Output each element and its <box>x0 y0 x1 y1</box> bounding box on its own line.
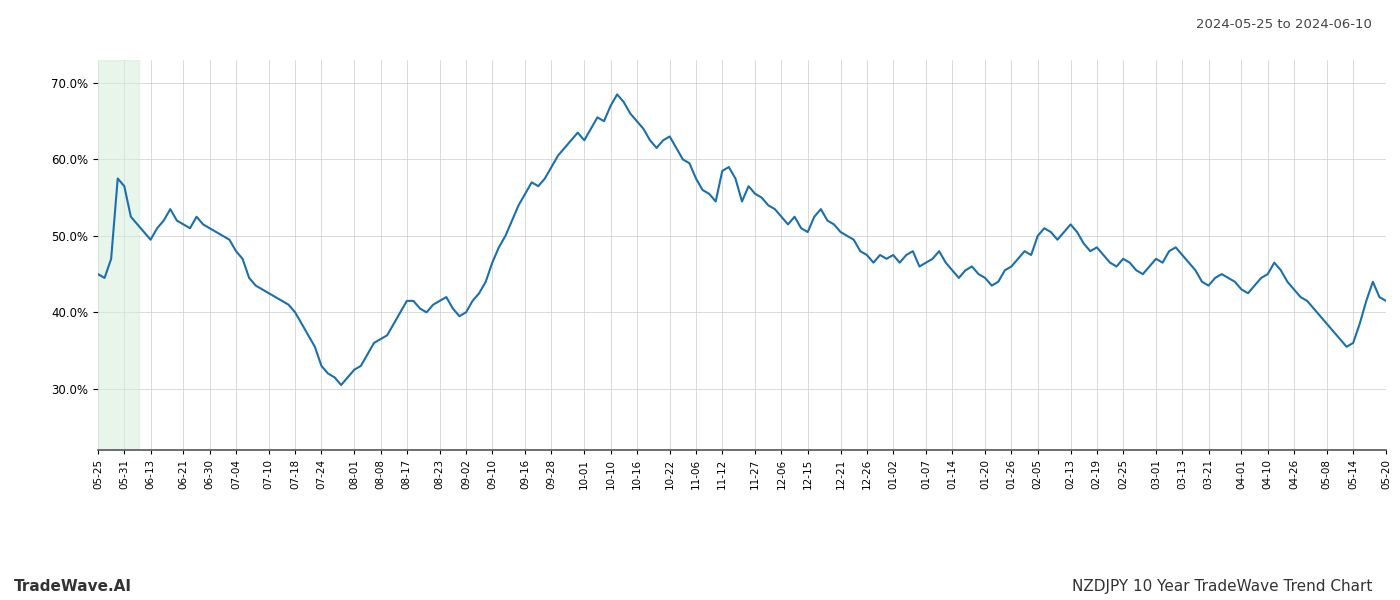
Text: NZDJPY 10 Year TradeWave Trend Chart: NZDJPY 10 Year TradeWave Trend Chart <box>1071 579 1372 594</box>
Text: TradeWave.AI: TradeWave.AI <box>14 579 132 594</box>
Bar <box>98 60 140 450</box>
Text: 2024-05-25 to 2024-06-10: 2024-05-25 to 2024-06-10 <box>1196 18 1372 31</box>
